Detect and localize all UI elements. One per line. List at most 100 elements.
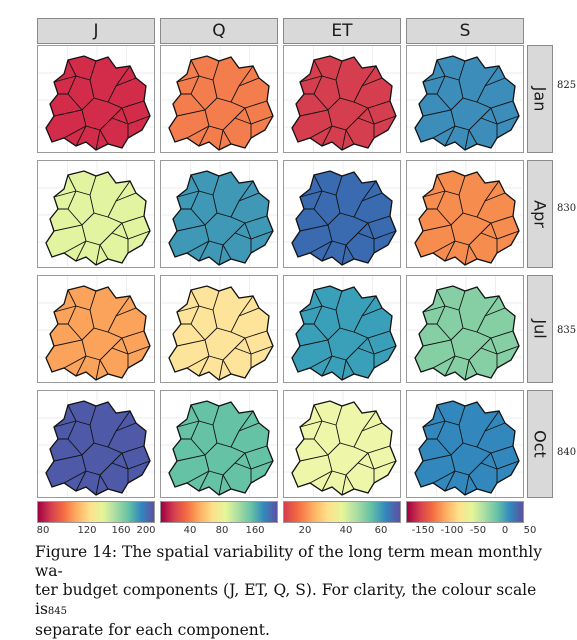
subcatchment-boundary (198, 125, 210, 147)
catchment-outline (414, 400, 520, 496)
subcatchment-boundary (115, 422, 137, 432)
catchment-outline (45, 285, 151, 381)
subcatchment-boundary (480, 117, 498, 138)
colourbar-tick: -100 (440, 525, 464, 536)
figure-caption: Figure 14: The spatial variability of th… (35, 543, 555, 640)
subcatchment-boundary (436, 174, 466, 196)
subcatchment-boundary (234, 462, 252, 483)
subcatchment-boundary (95, 129, 101, 151)
subcatchment-boundary (67, 59, 97, 81)
subcatchment-boundary (436, 438, 452, 456)
catchment-outline (414, 285, 520, 381)
subcatchment-boundary (75, 125, 87, 147)
subcatchment-boundary (53, 75, 77, 83)
subcatchment-boundary (321, 470, 333, 492)
subcatchment-boundary (115, 192, 137, 202)
subcatchment-boundary (198, 240, 210, 262)
line-number: 835 (557, 325, 577, 336)
line-number: 825 (557, 80, 577, 91)
subcatchment-boundary (67, 208, 83, 226)
catchment-outline (168, 55, 274, 151)
line-number: 845 (47, 606, 68, 617)
subcatchment-boundary (190, 208, 206, 226)
catchment-map (407, 391, 523, 497)
caption-line: Figure 14: The spatial variability of th… (35, 543, 542, 580)
colourbar-tick: 40 (339, 525, 353, 536)
subcatchment-boundary (115, 77, 137, 87)
subcatchment-boundary (190, 93, 206, 111)
column-header-et: ET (283, 18, 401, 44)
subcatchment-boundary (357, 232, 375, 253)
subcatchment-boundary (321, 355, 333, 377)
subcatchment-boundary (111, 347, 129, 368)
catchment-outline (45, 55, 151, 151)
subcatchment-boundary (357, 462, 375, 483)
subcatchment-boundary (234, 347, 252, 368)
catchment-outline (168, 170, 274, 266)
map-panel-jan-s (406, 45, 524, 153)
colourbar-tick: 80 (36, 525, 50, 536)
subcatchment-boundary (484, 307, 506, 317)
catchment-map (38, 46, 154, 152)
column-header-j: J (37, 18, 155, 44)
subcatchment-boundary (313, 208, 329, 226)
catchment-outline (291, 170, 397, 266)
subcatchment-boundary (218, 474, 224, 496)
subcatchment-boundary (480, 232, 498, 253)
catchment-map (161, 161, 277, 267)
subcatchment-boundary (190, 174, 220, 196)
catchment-outline (168, 400, 274, 496)
colourbar-tick: 60 (374, 525, 388, 536)
subcatchment-boundary (67, 289, 97, 311)
catchment-map (407, 276, 523, 382)
subcatchment-boundary (67, 438, 83, 456)
subcatchment-boundary (341, 359, 347, 381)
catchment-map (38, 161, 154, 267)
subcatchment-boundary (198, 355, 210, 377)
subcatchment-boundary (436, 323, 452, 341)
subcatchment-boundary (111, 117, 129, 138)
row-header-label: Jul (530, 319, 550, 339)
subcatchment-boundary (361, 307, 383, 317)
subcatchment-boundary (436, 208, 452, 226)
catchment-map (407, 46, 523, 152)
subcatchment-boundary (422, 75, 446, 83)
subcatchment-boundary (190, 289, 220, 311)
subcatchment-boundary (95, 244, 101, 266)
caption-line-text: ter budget components (J, ET, Q, S). For… (35, 581, 537, 618)
subcatchment-boundary (75, 240, 87, 262)
subcatchment-boundary (444, 240, 456, 262)
subcatchment-boundary (422, 420, 446, 428)
row-header-label: Jan (530, 86, 550, 112)
subcatchment-boundary (321, 240, 333, 262)
subcatchment-boundary (67, 323, 83, 341)
subcatchment-boundary (484, 77, 506, 87)
subcatchment-boundary (176, 420, 200, 428)
subcatchment-boundary (115, 307, 137, 317)
map-panel-oct-et (283, 390, 401, 498)
subcatchment-boundary (313, 174, 343, 196)
map-panel-jul-et (283, 275, 401, 383)
subcatchment-boundary (341, 244, 347, 266)
row-header-oct: Oct (527, 390, 553, 498)
subcatchment-boundary (357, 347, 375, 368)
row-header-label: Oct (530, 430, 550, 458)
catchment-map (284, 161, 400, 267)
subcatchment-boundary (341, 474, 347, 496)
colourbar-q (160, 501, 278, 523)
caption-line: ter budget components (J, ET, Q, S). For… (35, 581, 555, 621)
colourbar-tick: -50 (469, 525, 487, 536)
colourbar-tick: 80 (215, 525, 229, 536)
subcatchment-boundary (53, 420, 77, 428)
subcatchment-boundary (436, 59, 466, 81)
map-panel-jul-j (37, 275, 155, 383)
subcatchment-boundary (299, 190, 323, 198)
subcatchment-boundary (321, 125, 333, 147)
map-panel-apr-et (283, 160, 401, 268)
row-header-label: Apr (530, 200, 550, 228)
colourbar-s (406, 501, 524, 523)
subcatchment-boundary (444, 470, 456, 492)
subcatchment-boundary (190, 59, 220, 81)
subcatchment-boundary (464, 474, 470, 496)
catchment-outline (291, 55, 397, 151)
